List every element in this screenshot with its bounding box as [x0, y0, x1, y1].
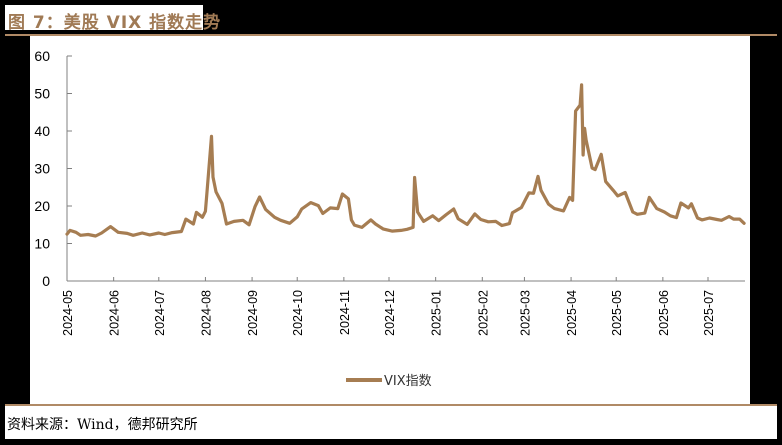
legend: VIX指数: [346, 374, 432, 389]
x-tick-label: 2025-02: [476, 290, 490, 336]
y-tick-label: 40: [34, 123, 50, 139]
x-tick-label: 2025-03: [518, 290, 532, 336]
top-divider: [5, 34, 777, 36]
y-tick-label: 0: [42, 273, 50, 289]
x-tick-label: 2024-08: [199, 290, 213, 336]
y-tick-label: 30: [34, 161, 50, 177]
x-tick-label: 2025-05: [610, 290, 624, 336]
y-tick-label: 20: [34, 198, 50, 214]
x-tick-label: 2024-06: [108, 290, 122, 336]
x-tick-label: 2025-06: [657, 290, 671, 336]
x-tick-label: 2024-05: [61, 290, 75, 336]
bottom-divider: [5, 404, 777, 406]
y-tick-label: 10: [34, 236, 50, 252]
title-box: 图 7：美股 VIX 指数走势: [5, 5, 220, 33]
x-tick-label: 2024-09: [246, 290, 260, 336]
x-tick-label: 2024-07: [153, 290, 167, 336]
y-axis: 0 10 20 30 40 50 60: [34, 48, 72, 289]
y-tick-label: 60: [34, 48, 50, 64]
x-tick-label: 2024-10: [291, 290, 305, 336]
figure-title: 图 7：美股 VIX 指数走势: [8, 13, 222, 33]
x-tick-label: 2025-07: [702, 290, 716, 336]
x-tick-label: 2025-01: [430, 290, 444, 336]
x-tick-label: 2025-04: [565, 290, 579, 336]
x-axis: 2024-05 2024-06 2024-07 2024-08 2024-09 2024-…: [61, 277, 745, 336]
vix-series-line: [65, 83, 746, 238]
footer: 资料来源：Wind，德邦研究所: [5, 406, 777, 439]
x-tick-label: 2024-12: [383, 290, 397, 336]
chart-area: [30, 36, 750, 404]
x-tick-label: 2024-11: [338, 290, 352, 335]
source-note: 资料来源：Wind，德邦研究所: [7, 417, 198, 433]
legend-label-vix: VIX指数: [384, 374, 432, 389]
y-tick-label: 50: [34, 86, 50, 102]
